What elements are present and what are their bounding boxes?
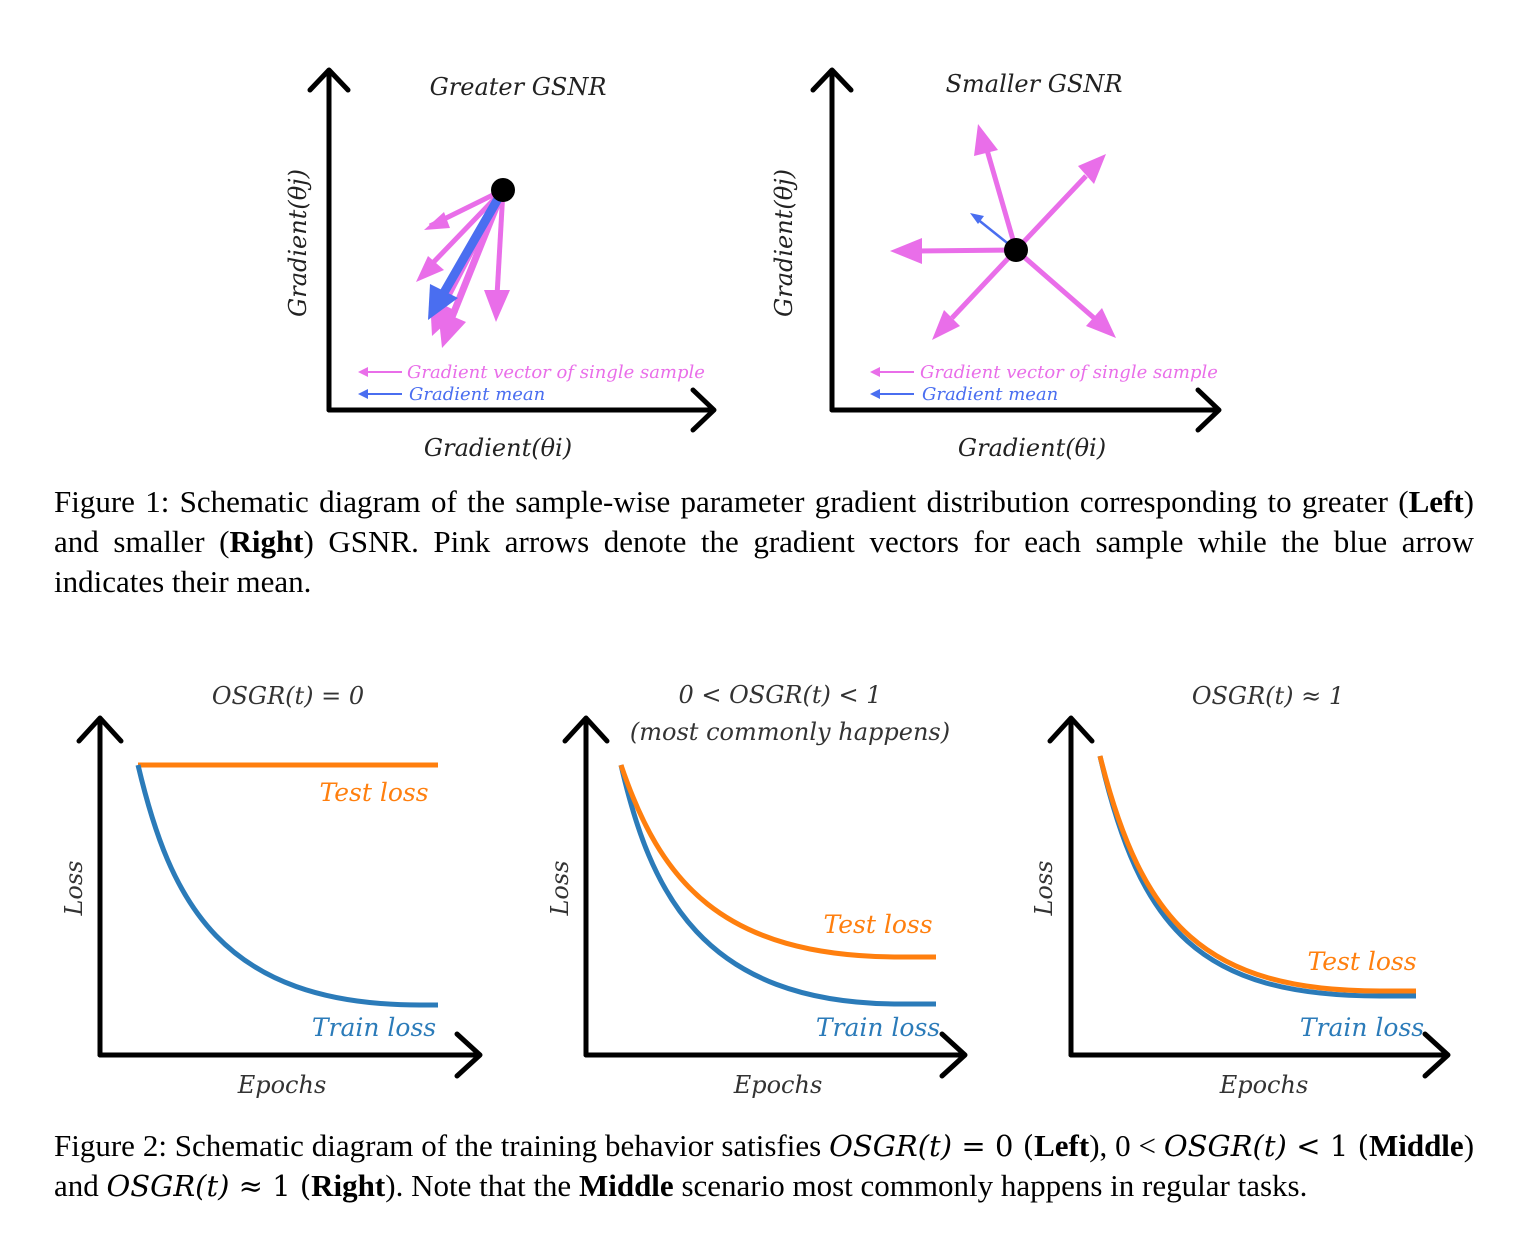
figure2-caption: Figure 2: Schematic diagram of the train… <box>54 1126 1474 1206</box>
fig2-middle-title: 0 < OSGR(t) < 1 <box>678 681 881 709</box>
fig2-right-test-label: Test loss <box>1307 947 1416 976</box>
fig1-left-mean-arrow <box>428 187 507 320</box>
sample-arrow <box>984 149 1019 251</box>
sample-arrowhead <box>484 290 510 322</box>
fig2-left-axes <box>76 715 483 1079</box>
fig2-right-panel: OSGR(t) ≈ 1 Loss Epochs Test loss Train … <box>1030 682 1451 1099</box>
legend-pink-label: Gradient vector of single sample <box>407 362 705 383</box>
fig2-right-xlabel: Epochs <box>1219 1071 1309 1099</box>
sample-arrowhead <box>890 238 922 264</box>
fig2-right-train-label: Train loss <box>1300 1013 1424 1042</box>
sample-arrowhead <box>424 212 450 230</box>
fig1-left-sample-arrows <box>416 187 510 348</box>
caption-bold-left: Left <box>1034 1128 1090 1163</box>
caption-text: ). Note that the <box>385 1168 579 1203</box>
fig2-right-ylabel: Loss <box>1030 860 1058 916</box>
legend-blue-label: Gradient mean <box>922 384 1058 405</box>
fig2-middle-train-label: Train loss <box>816 1013 940 1042</box>
sample-arrowhead <box>974 124 998 156</box>
caption-text: ) and smaller ( <box>54 484 1474 559</box>
sample-arrow <box>1014 248 1096 320</box>
fig1-left-title: Greater GSNR <box>430 73 607 101</box>
fig1-left-panel: Greater GSNR Gradient(θj) Gradient(θi) G… <box>284 67 717 462</box>
fig2-left-train-label: Train loss <box>312 1013 436 1042</box>
legend-blue-label: Gradient mean <box>409 384 545 405</box>
fig2-middle-test-curve <box>618 764 936 960</box>
fig1-right-xlabel: Gradient(θi) <box>958 434 1106 462</box>
fig1-right-title: Smaller GSNR <box>946 70 1123 98</box>
fig2-middle-subtitle: (most commonly happens) <box>630 718 950 746</box>
caption-math: ≈ 1 ( <box>229 1169 312 1203</box>
sample-arrow <box>915 247 1017 254</box>
fig2-left-train-curve <box>135 764 438 1008</box>
fig1-right-ylabel: Gradient(θj) <box>770 169 798 317</box>
caption-bold-middle: Middle <box>1368 1128 1464 1163</box>
caption-text: ) GSNR. Pink arrows denote the gradient … <box>54 524 1474 599</box>
fig1-left-ylabel: Gradient(θj) <box>284 169 312 317</box>
legend-pink-label: Gradient vector of single sample <box>920 362 1218 383</box>
fig1-right-axes <box>810 67 1222 433</box>
caption-text: ), 0 < <box>1089 1128 1164 1163</box>
fig1-left-origin-dot <box>491 178 515 202</box>
caption-text: Figure 1: Schematic diagram of the sampl… <box>54 484 1409 519</box>
figure1-caption: Figure 1: Schematic diagram of the sampl… <box>54 482 1474 602</box>
caption-bold-right: Right <box>229 524 304 559</box>
fig1-left-xlabel: Gradient(θi) <box>424 434 572 462</box>
fig2-left-ylabel: Loss <box>60 860 88 916</box>
fig2-right-axes <box>1047 715 1451 1079</box>
fig2-left-panel: OSGR(t) = 0 Loss Epochs Test loss Train … <box>60 682 483 1099</box>
caption-math: = 0 ( <box>952 1129 1035 1163</box>
sample-arrow <box>950 248 1018 320</box>
caption-bold-middle: Middle <box>578 1168 674 1203</box>
fig2-middle-panel: 0 < OSGR(t) < 1 (most commonly happens) … <box>546 681 968 1099</box>
fig2-right-test-curve <box>1097 755 1416 994</box>
caption-math: OSGR(t) <box>1163 1129 1287 1163</box>
sample-arrow <box>494 189 506 297</box>
fig2-middle-xlabel: Epochs <box>733 1071 823 1099</box>
fig1-right-panel: Smaller GSNR Gradient(θj) Gradient(θi) G… <box>770 67 1222 462</box>
fig2-middle-train-curve <box>618 764 936 1007</box>
sample-arrowhead <box>416 256 444 282</box>
caption-bold-left: Left <box>1408 484 1464 519</box>
caption-math: OSGR(t) <box>829 1129 953 1163</box>
fig1-left-axes <box>307 67 717 433</box>
caption-bold-right: Right <box>311 1168 386 1203</box>
fig1-right-sample-arrows <box>890 124 1116 340</box>
fig1-right-legend: Gradient vector of single sample Gradien… <box>870 362 1218 405</box>
fig1-left-legend: Gradient vector of single sample Gradien… <box>358 362 705 405</box>
fig2-right-title: OSGR(t) ≈ 1 <box>1192 682 1344 710</box>
caption-text: scenario most commonly happens in regula… <box>673 1168 1308 1203</box>
fig2-middle-ylabel: Loss <box>546 860 574 916</box>
caption-text: ) and <box>54 1128 1475 1203</box>
fig2-middle-test-label: Test loss <box>823 910 932 939</box>
fig2-middle-axes <box>562 715 968 1079</box>
fig1-right-origin-dot <box>1004 238 1028 262</box>
caption-math: OSGR(t) <box>106 1169 230 1203</box>
sample-arrowhead <box>932 310 960 340</box>
sample-arrow <box>1014 174 1088 252</box>
caption-text: Figure 2: Schematic diagram of the train… <box>54 1128 830 1163</box>
fig2-left-title: OSGR(t) = 0 <box>212 682 364 710</box>
sample-arrowhead <box>438 310 466 348</box>
caption-math: < 1 ( <box>1286 1129 1369 1163</box>
sample-arrowhead <box>1086 308 1116 338</box>
fig2-left-xlabel: Epochs <box>237 1071 327 1099</box>
fig2-left-test-label: Test loss <box>319 778 428 807</box>
sample-arrowhead <box>1078 154 1106 184</box>
